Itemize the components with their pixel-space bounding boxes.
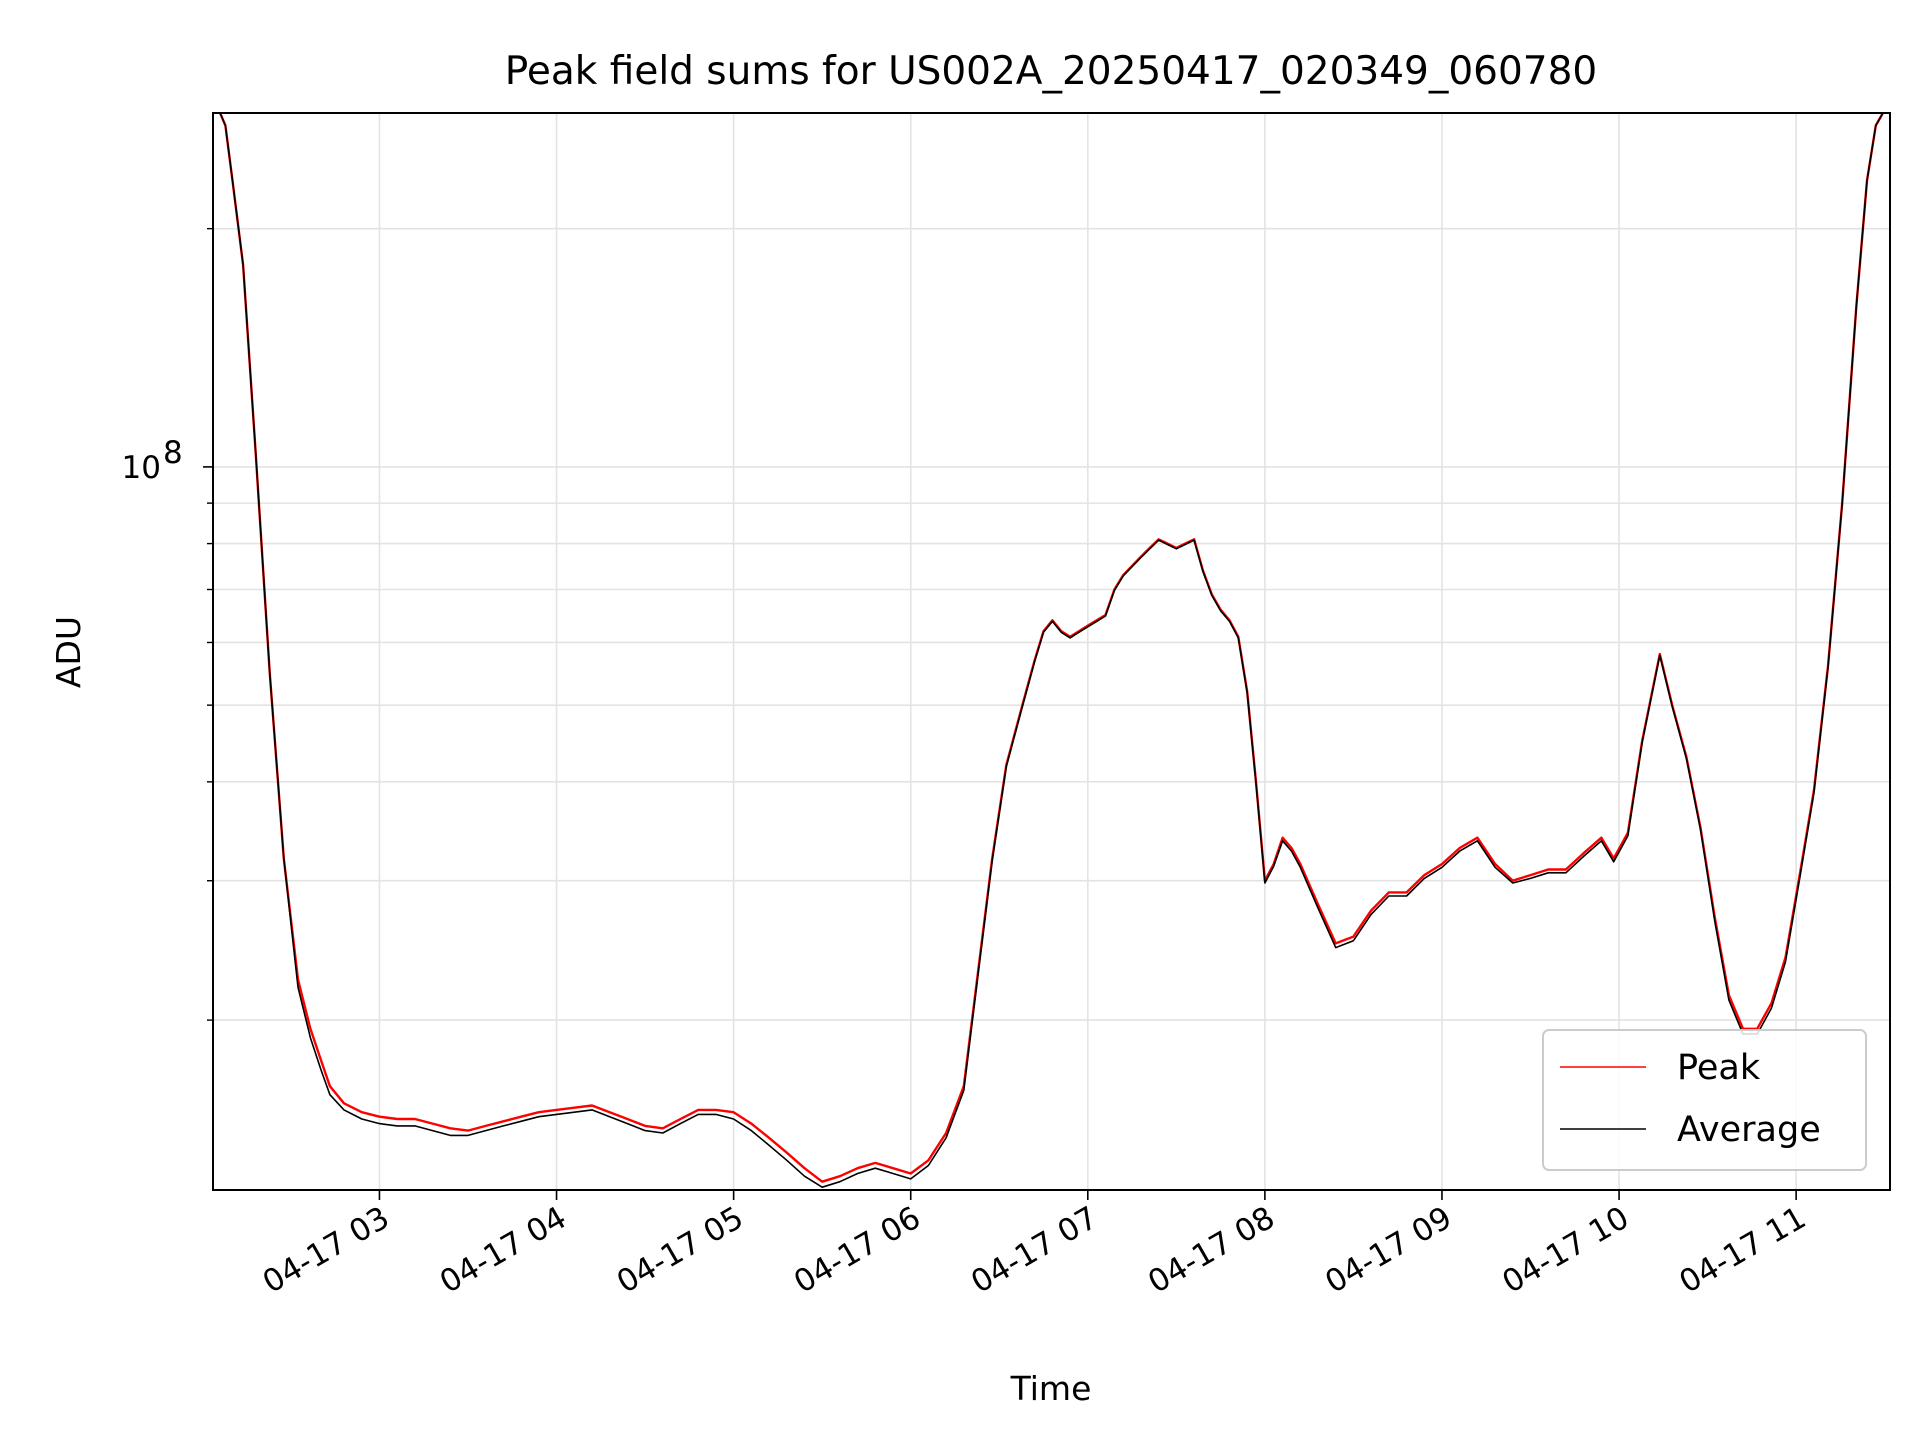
y-tick-exponent: 8: [163, 435, 183, 471]
x-axis-label: Time: [1010, 1369, 1092, 1408]
chart-title: Peak field sums for US002A_20250417_0203…: [505, 49, 1598, 94]
legend: Peak Average: [1542, 1029, 1867, 1171]
grid: [213, 113, 1890, 1190]
y-tick-label: 10: [122, 450, 161, 486]
plot-frame: [212, 112, 1891, 1191]
y-axis-label: ADU: [49, 616, 88, 688]
series-lines: [218, 113, 1884, 1188]
legend-label-peak: Peak: [1677, 1048, 1761, 1088]
legend-label-average: Average: [1677, 1110, 1821, 1150]
legend-box: [1542, 1029, 1867, 1171]
series-line-average: [219, 113, 1884, 1188]
y-axis-ticks: 10 8: [122, 227, 213, 1021]
